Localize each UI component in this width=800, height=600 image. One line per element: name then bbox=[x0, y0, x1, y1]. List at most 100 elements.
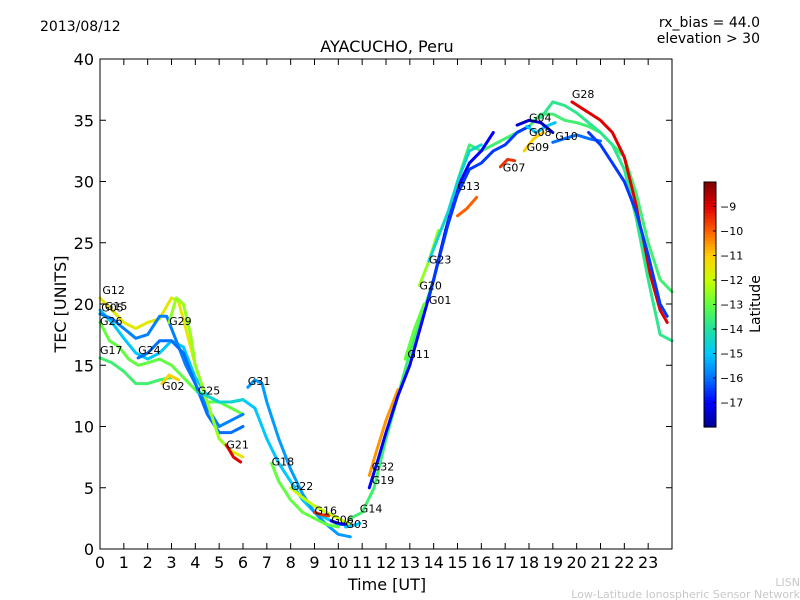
prn-label-g24: G24 bbox=[138, 344, 161, 357]
colorbar-tick-label: −9 bbox=[720, 201, 736, 214]
colorbar-segment bbox=[704, 234, 716, 238]
prn-label-g13: G13 bbox=[458, 180, 481, 193]
colorbar-segment bbox=[704, 249, 716, 254]
series-line-g29 bbox=[167, 296, 233, 453]
x-tick-label: 5 bbox=[214, 553, 224, 572]
series-line-g23 bbox=[427, 143, 483, 263]
colorbar-segment bbox=[704, 224, 716, 229]
prn-label-g28: G28 bbox=[572, 88, 595, 101]
series-line-g31 bbox=[246, 378, 352, 539]
prn-label-g10: G10 bbox=[555, 130, 578, 143]
prn-label-g25: G25 bbox=[198, 385, 221, 398]
x-axis-label: Time [UT] bbox=[347, 575, 426, 594]
series-line-g10 bbox=[551, 133, 602, 144]
colorbar-segment bbox=[704, 188, 716, 192]
colorbar-segment bbox=[704, 411, 716, 416]
series-line-g01 bbox=[427, 124, 531, 300]
colorbar-segment bbox=[704, 365, 716, 370]
x-tick-label: 15 bbox=[447, 553, 467, 572]
series-line-g28 bbox=[570, 100, 669, 324]
prn-label-g09: G09 bbox=[527, 141, 550, 154]
x-tick-label: 16 bbox=[471, 553, 491, 572]
colorbar-segment bbox=[704, 341, 716, 345]
prn-label-g06: G06 bbox=[331, 513, 354, 526]
x-tick-label: 14 bbox=[423, 553, 443, 572]
x-tick-label: 23 bbox=[638, 553, 658, 572]
colorbar-segment bbox=[704, 231, 716, 235]
colorbar-segment bbox=[704, 191, 716, 195]
prn-label-g15: G15 bbox=[105, 300, 128, 313]
colorbar-segment bbox=[704, 381, 716, 385]
colorbar-segment bbox=[704, 273, 716, 278]
colorbar-segment bbox=[704, 316, 716, 321]
colorbar-segment bbox=[704, 221, 716, 226]
colorbar-segment bbox=[704, 194, 716, 198]
prn-label-g23: G23 bbox=[429, 254, 452, 267]
series-line-g08 bbox=[525, 121, 557, 134]
colorbar-segment bbox=[704, 212, 716, 217]
colorbar-segment bbox=[704, 203, 716, 208]
colorbar-segment bbox=[704, 414, 716, 419]
series-line-g03 bbox=[344, 521, 362, 529]
colorbar-segment bbox=[704, 384, 716, 388]
series-line-g11 bbox=[403, 302, 426, 361]
prn-label-g03: G03 bbox=[346, 518, 369, 531]
colorbar-segment bbox=[704, 368, 716, 373]
colorbar-tick-label: −11 bbox=[720, 250, 743, 263]
y-tick-label: 25 bbox=[74, 234, 94, 253]
series-layer bbox=[98, 100, 674, 539]
colorbar-segment bbox=[704, 261, 716, 266]
colorbar-segment bbox=[704, 255, 716, 260]
colorbar-segment bbox=[704, 417, 716, 422]
rx-bias-label: rx_bias = 44.0 bbox=[659, 15, 760, 31]
colorbar-tick-label: −13 bbox=[720, 299, 743, 312]
series-line-g05 bbox=[98, 312, 245, 428]
x-tick-label: 6 bbox=[238, 553, 248, 572]
series-line-g07 bbox=[498, 157, 517, 169]
colorbar-segment bbox=[704, 420, 716, 425]
colorbar-segment bbox=[704, 344, 716, 348]
prn-label-g21: G21 bbox=[226, 439, 249, 452]
colorbar-segment bbox=[704, 243, 716, 247]
prn-label-g12: G12 bbox=[102, 284, 125, 297]
colorbar-segment bbox=[704, 399, 716, 404]
colorbar-segment bbox=[704, 371, 716, 376]
prn-label-g26: G26 bbox=[100, 315, 123, 328]
footer-network: Low-Latitude Ionospheric Sensor Network bbox=[571, 588, 800, 600]
colorbar-segment bbox=[704, 182, 716, 186]
prn-label-g19: G19 bbox=[372, 474, 395, 487]
prn-label-g16: G16 bbox=[315, 505, 338, 518]
x-tick-label: 21 bbox=[590, 553, 610, 572]
colorbar-segment bbox=[704, 185, 716, 189]
y-tick-label: 10 bbox=[74, 418, 94, 437]
colorbar-tick-label: −17 bbox=[720, 397, 743, 410]
footer-lisn: LISN bbox=[775, 576, 800, 589]
x-tick-label: 19 bbox=[543, 553, 563, 572]
axes: 0 1 2 3 4 5 6 7 8 9 10 11 12 13 14 15 16 17 18 19 20 21 22 2305… bbox=[74, 50, 673, 572]
colorbar-segment bbox=[704, 310, 716, 315]
y-tick-label: 5 bbox=[84, 479, 94, 498]
colorbar-tick-label: −16 bbox=[720, 372, 743, 385]
colorbar-segment bbox=[704, 252, 716, 257]
colorbar-segment bbox=[704, 283, 716, 287]
colorbar-segment bbox=[704, 350, 716, 355]
x-tick-label: 8 bbox=[286, 553, 296, 572]
colorbar-segment bbox=[704, 289, 716, 293]
colorbar-segment bbox=[704, 402, 716, 407]
colorbar-segment bbox=[704, 405, 716, 410]
colorbar-segment bbox=[704, 209, 716, 214]
y-tick-label: 15 bbox=[74, 356, 94, 375]
colorbar-segment bbox=[704, 218, 716, 223]
prn-label-g07: G07 bbox=[503, 162, 526, 175]
colorbar-segment bbox=[704, 267, 716, 272]
y-axis-label: TEC [UNITS] bbox=[51, 256, 70, 354]
colorbar-segment bbox=[704, 280, 716, 284]
y-tick-label: 20 bbox=[74, 295, 94, 314]
colorbar-segment bbox=[704, 332, 716, 336]
colorbar-segment bbox=[704, 197, 716, 201]
colorbar-segment bbox=[704, 347, 716, 352]
colorbar-segment bbox=[704, 423, 716, 428]
series-line-g14 bbox=[348, 112, 674, 520]
chart-title: AYACUCHO, Peru bbox=[320, 37, 453, 56]
